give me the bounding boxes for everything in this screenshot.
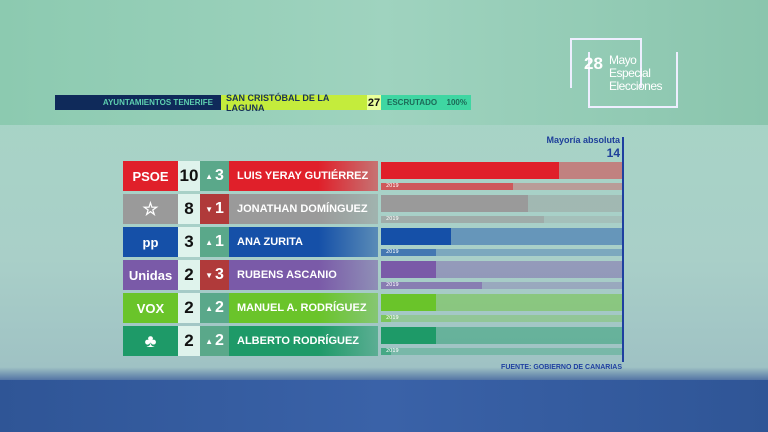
seat-change: ▲ 1: [200, 227, 229, 257]
seats-count: 2: [178, 293, 200, 323]
candidate-name: RUBENS ASCANIO: [229, 260, 378, 290]
source-label: FUENTE: GOBIERNO DE CANARIAS: [501, 364, 622, 371]
elecciones-logo: 28 Mayo Especial Elecciones: [566, 38, 678, 108]
seats-count: 10: [178, 161, 200, 191]
seats-bar: [381, 294, 436, 311]
party-row: VOX 2 ▲ 2 MANUEL A. RODRÍGUEZ 2019: [123, 293, 623, 323]
seats-bar: [381, 261, 436, 278]
party-logo: pp: [123, 227, 178, 257]
scrutiny-value: 100%: [446, 98, 467, 107]
arrow-up-icon: ▲: [205, 237, 213, 247]
party-row: pp 3 ▲ 1 ANA ZURITA 2019: [123, 227, 623, 257]
party-row: PSOE 10 ▲ 3 LUIS YERAY GUTIÉRREZ 2019: [123, 161, 623, 191]
candidate-name: ANA ZURITA: [229, 227, 378, 257]
arrow-up-icon: ▲: [205, 336, 213, 346]
year-label: 2019: [386, 315, 399, 321]
bar-track: [381, 261, 622, 278]
seats-count: 8: [178, 194, 200, 224]
scrutiny: ESCRUTADO 100%: [381, 95, 471, 110]
seat-change: ▲ 2: [200, 326, 229, 356]
municipality-label: SAN CRISTÓBAL DE LA LAGUNA: [221, 93, 367, 113]
arrow-down-icon: ▼: [205, 270, 213, 280]
party-logo: VOX: [123, 293, 178, 323]
year-label: 2019: [386, 348, 399, 354]
year-label: 2019: [386, 183, 399, 189]
total-seats: 27: [367, 95, 381, 110]
seats-bar: [381, 327, 436, 344]
bar-track-2019: [381, 348, 622, 355]
party-row: ♣ 2 ▲ 2 ALBERTO RODRÍGUEZ 2019: [123, 326, 623, 356]
arrow-down-icon: ▼: [205, 204, 213, 214]
bar-track-2019: [381, 282, 622, 289]
majority-line: [622, 137, 624, 362]
bar-track: [381, 294, 622, 311]
year-label: 2019: [386, 282, 399, 288]
candidate-name: ALBERTO RODRÍGUEZ: [229, 326, 378, 356]
year-label: 2019: [386, 216, 399, 222]
majority-label: Mayoría absoluta: [546, 135, 620, 145]
seats-bar-2019: [381, 348, 391, 355]
party-logo: PSOE: [123, 161, 178, 191]
seats-bar: [381, 162, 559, 179]
seats-bar-2019: [381, 216, 544, 223]
seats-bar-2019: [381, 315, 391, 322]
party-logo: ☆: [123, 194, 178, 224]
candidate-name: MANUEL A. RODRÍGUEZ: [229, 293, 378, 323]
party-row: ☆ 8 ▼ 1 JONATHAN DOMÍNGUEZ 2019: [123, 194, 623, 224]
seat-change: ▼ 3: [200, 260, 229, 290]
seats-count: 2: [178, 326, 200, 356]
party-logo: ♣: [123, 326, 178, 356]
bar-track-2019: [381, 249, 622, 256]
candidate-name: LUIS YERAY GUTIÉRREZ: [229, 161, 378, 191]
seats-bar: [381, 195, 529, 212]
bar-track-2019: [381, 315, 622, 322]
scrutiny-label: ESCRUTADO: [387, 98, 438, 107]
seats-bar: [381, 228, 452, 245]
seats-count: 3: [178, 227, 200, 257]
candidate-name: JONATHAN DOMÍNGUEZ: [229, 194, 378, 224]
seat-change: ▲ 3: [200, 161, 229, 191]
seats-bar-2019: [381, 282, 482, 289]
region-label: AYUNTAMIENTOS TENERIFE: [55, 95, 221, 110]
seats-count: 2: [178, 260, 200, 290]
party-logo: Unidas: [123, 260, 178, 290]
arrow-up-icon: ▲: [205, 303, 213, 313]
majority-seats: 14: [606, 146, 620, 160]
party-row: Unidas 2 ▼ 3 RUBENS ASCANIO 2019: [123, 260, 623, 290]
seats-bar-2019: [381, 183, 513, 190]
seat-change: ▼ 1: [200, 194, 229, 224]
bottom-band: [0, 380, 768, 432]
seat-change: ▲ 2: [200, 293, 229, 323]
arrow-up-icon: ▲: [205, 171, 213, 181]
logo-number: 28: [584, 54, 603, 73]
logo-text: Mayo Especial Elecciones: [609, 53, 663, 93]
year-label: 2019: [386, 249, 399, 255]
bar-track: [381, 327, 622, 344]
seats-bar-2019: [381, 249, 436, 256]
header-strip: AYUNTAMIENTOS TENERIFE SAN CRISTÓBAL DE …: [55, 93, 471, 113]
